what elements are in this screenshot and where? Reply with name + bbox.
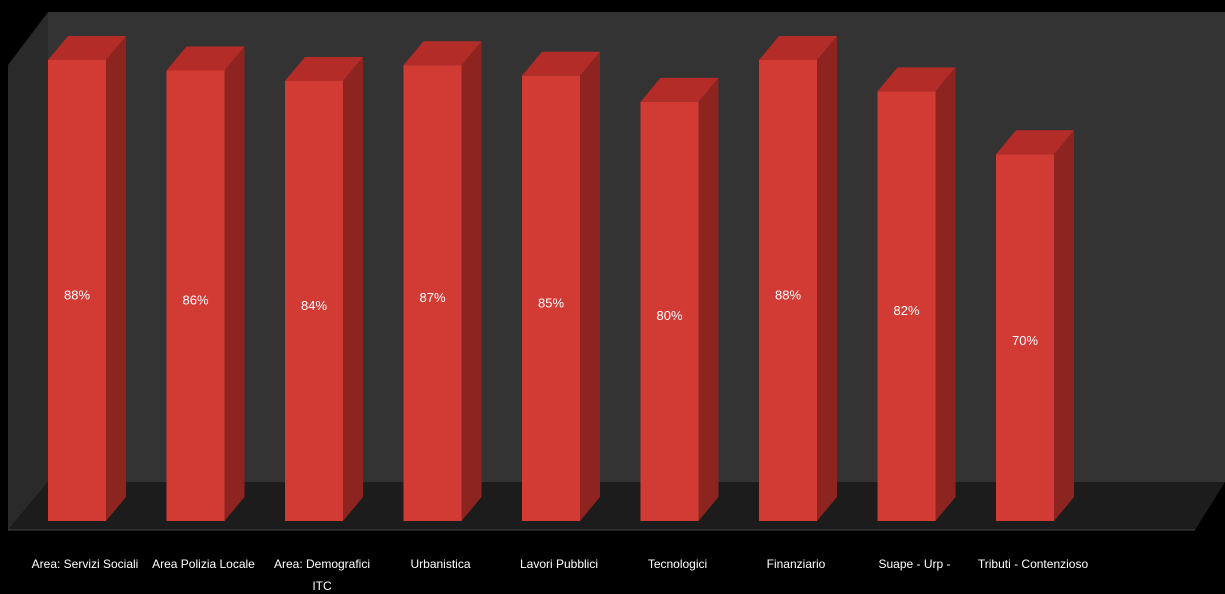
bar-side bbox=[580, 51, 600, 521]
bar bbox=[285, 56, 363, 522]
bar bbox=[996, 130, 1074, 521]
bar-front bbox=[877, 91, 936, 521]
bar bbox=[522, 51, 600, 521]
bar-front bbox=[48, 60, 106, 521]
bar-front bbox=[285, 80, 343, 522]
category-label-line: Tributi - Contenzioso bbox=[978, 557, 1089, 571]
bar-top bbox=[996, 130, 1074, 155]
value-label: 87% bbox=[419, 290, 445, 305]
bar-top bbox=[640, 77, 719, 102]
value-label: 86% bbox=[182, 293, 208, 308]
bar-side bbox=[698, 77, 719, 521]
bar-front bbox=[996, 154, 1054, 521]
bar bbox=[403, 41, 482, 521]
category-label: Tributi - Contenzioso bbox=[978, 557, 1089, 571]
value-label: 84% bbox=[301, 298, 327, 313]
bar bbox=[166, 46, 245, 522]
value-label: 85% bbox=[538, 295, 564, 310]
bar-side bbox=[224, 46, 245, 522]
bar-top bbox=[522, 51, 600, 76]
category-label: Tecnologici bbox=[648, 557, 707, 571]
bar-front bbox=[166, 70, 225, 522]
category-label-line: Tecnologici bbox=[648, 557, 707, 571]
bar-front bbox=[640, 101, 699, 521]
bar-side bbox=[343, 56, 363, 522]
category-label-line: Finanziario bbox=[767, 557, 826, 571]
category-label: Area: Servizi Sociali bbox=[32, 557, 139, 571]
category-label-line: ITC bbox=[312, 579, 332, 593]
category-label: Suape - Urp - bbox=[878, 557, 950, 571]
value-label: 88% bbox=[64, 288, 90, 303]
bar bbox=[48, 36, 126, 521]
bar-front bbox=[522, 75, 580, 521]
bar-front bbox=[759, 60, 817, 521]
bar-top bbox=[403, 41, 482, 66]
category-label: Urbanistica bbox=[410, 557, 470, 571]
labels-group: Area: Servizi Sociali Area Polizia Locale… bbox=[32, 557, 1089, 593]
bar-side bbox=[461, 41, 482, 521]
bar-side bbox=[935, 67, 956, 521]
category-label-line: Suape - Urp - bbox=[878, 557, 950, 571]
value-label: 80% bbox=[656, 308, 682, 323]
bar-top bbox=[759, 36, 837, 60]
bar bbox=[640, 77, 719, 521]
bar-top bbox=[48, 36, 126, 60]
bar-top bbox=[166, 46, 245, 71]
value-label: 70% bbox=[1012, 333, 1038, 348]
bar-side bbox=[106, 36, 126, 521]
bar-side bbox=[817, 36, 837, 521]
bar bbox=[877, 67, 956, 521]
value-label: 88% bbox=[775, 288, 801, 303]
category-label: Lavori Pubblici bbox=[520, 557, 598, 571]
bar bbox=[759, 36, 837, 521]
value-label: 82% bbox=[893, 303, 919, 318]
category-label-line: Lavori Pubblici bbox=[520, 557, 598, 571]
category-label: Area: Demografici ITC bbox=[274, 557, 370, 593]
category-label-line: Area: Demografici bbox=[274, 557, 370, 571]
bars-group: 88% 86% 84% 87% 85% 80% 88% 82% 70% bbox=[48, 36, 1074, 522]
bar-side bbox=[1054, 130, 1074, 521]
bar-top bbox=[285, 56, 363, 81]
category-label: Area Polizia Locale bbox=[152, 557, 255, 571]
category-label: Finanziario bbox=[767, 557, 826, 571]
chart-side-wall bbox=[8, 12, 48, 530]
bar-top bbox=[877, 67, 956, 92]
category-label-line: Area: Servizi Sociali bbox=[32, 557, 139, 571]
category-label-line: Urbanistica bbox=[410, 557, 470, 571]
category-label-line: Area Polizia Locale bbox=[152, 557, 255, 571]
bar-front bbox=[403, 65, 462, 521]
